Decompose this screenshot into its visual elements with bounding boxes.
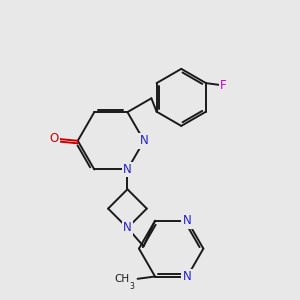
Text: F: F <box>220 79 227 92</box>
Text: N: N <box>123 163 132 176</box>
Text: F: F <box>220 79 227 92</box>
Text: O: O <box>49 132 58 145</box>
Text: CH: CH <box>114 274 129 284</box>
Text: O: O <box>49 132 58 145</box>
Text: N: N <box>183 270 192 283</box>
Text: N: N <box>183 214 192 227</box>
Text: N: N <box>140 134 148 147</box>
Text: N: N <box>123 221 132 234</box>
Text: F: F <box>220 79 227 92</box>
Text: N: N <box>123 163 132 176</box>
Text: N: N <box>183 270 192 283</box>
Text: N: N <box>183 214 192 227</box>
Text: N: N <box>183 270 192 283</box>
Text: N: N <box>140 134 148 147</box>
Text: 3: 3 <box>130 282 135 291</box>
Text: N: N <box>123 221 132 234</box>
Text: N: N <box>183 214 192 227</box>
Text: N: N <box>140 134 148 147</box>
Text: N: N <box>123 221 132 234</box>
Text: N: N <box>123 163 132 176</box>
Text: O: O <box>49 132 58 145</box>
